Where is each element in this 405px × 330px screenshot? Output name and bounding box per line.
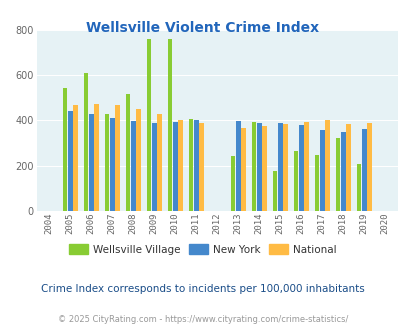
Bar: [68, 112, 72, 211]
Bar: [146, 39, 151, 211]
Bar: [89, 114, 93, 211]
Bar: [366, 123, 371, 211]
Bar: [167, 39, 172, 211]
Text: Wellsville Violent Crime Index: Wellsville Violent Crime Index: [86, 21, 319, 35]
Bar: [361, 129, 366, 211]
Bar: [340, 132, 345, 211]
Bar: [277, 123, 282, 211]
Bar: [178, 120, 182, 211]
Bar: [230, 156, 235, 211]
Bar: [151, 123, 156, 211]
Text: © 2025 CityRating.com - https://www.cityrating.com/crime-statistics/: © 2025 CityRating.com - https://www.city…: [58, 315, 347, 324]
Bar: [198, 123, 203, 211]
Bar: [83, 74, 88, 211]
Bar: [262, 126, 266, 211]
Bar: [73, 106, 78, 211]
Bar: [256, 123, 261, 211]
Bar: [193, 120, 198, 211]
Bar: [109, 118, 114, 211]
Bar: [335, 138, 339, 211]
Bar: [104, 114, 109, 211]
Bar: [293, 151, 298, 211]
Bar: [282, 124, 287, 211]
Bar: [272, 171, 277, 211]
Bar: [345, 124, 350, 211]
Bar: [303, 122, 308, 211]
Bar: [125, 94, 130, 211]
Bar: [251, 121, 256, 211]
Bar: [94, 104, 98, 211]
Bar: [130, 121, 135, 211]
Bar: [241, 128, 245, 211]
Bar: [324, 120, 329, 211]
Bar: [235, 121, 240, 211]
Bar: [115, 106, 119, 211]
Bar: [298, 125, 303, 211]
Bar: [157, 114, 162, 211]
Legend: Wellsville Village, New York, National: Wellsville Village, New York, National: [65, 240, 340, 259]
Bar: [62, 87, 67, 211]
Bar: [173, 121, 177, 211]
Bar: [136, 109, 141, 211]
Bar: [356, 164, 360, 211]
Text: Crime Index corresponds to incidents per 100,000 inhabitants: Crime Index corresponds to incidents per…: [41, 284, 364, 294]
Bar: [314, 155, 319, 211]
Bar: [188, 119, 193, 211]
Bar: [319, 130, 324, 211]
